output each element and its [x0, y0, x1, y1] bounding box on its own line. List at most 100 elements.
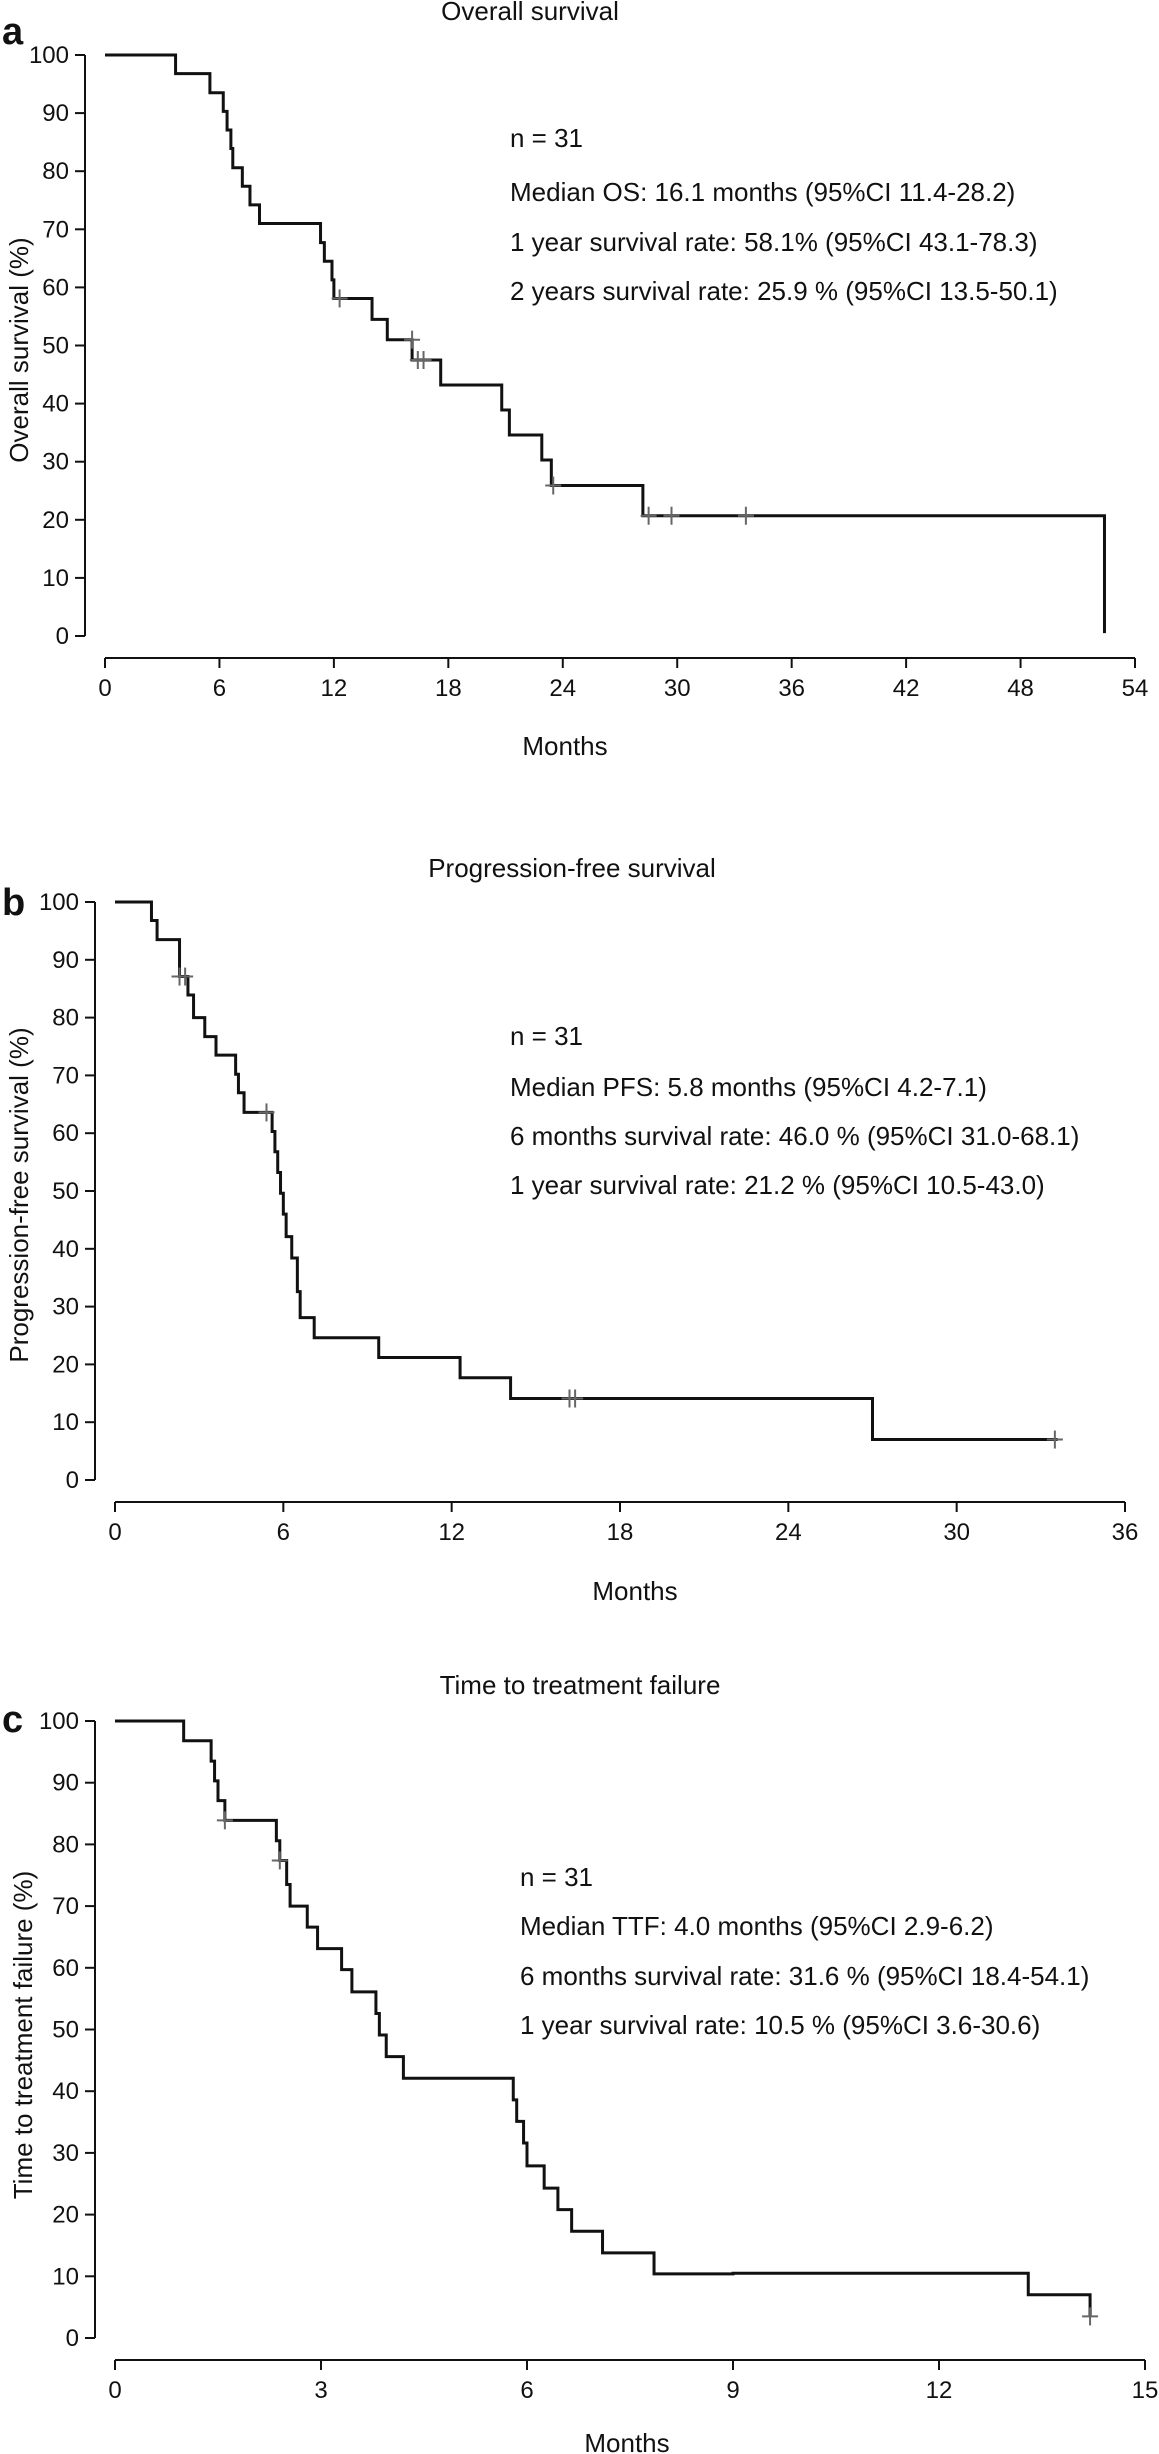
panel-b-y-tick-label: 10 [52, 1409, 79, 1436]
panel-a-censor-mark [404, 330, 421, 349]
panel-b-x-tick-label: 0 [108, 1519, 121, 1546]
panel-c-y-tick-label: 0 [66, 2325, 79, 2352]
panel-c-x-tick-label: 15 [1132, 2377, 1159, 2404]
panel-a-x-tick-label: 24 [549, 675, 576, 702]
panel-b-annotation-n: n = 31 [510, 1021, 583, 1051]
panel-b-y-tick-label: 20 [52, 1351, 79, 1378]
panel-b-censor-mark [258, 1103, 275, 1122]
panel-a-y-tick-label: 40 [42, 391, 69, 418]
panel-b-y-tick-label: 30 [52, 1294, 79, 1321]
panel-c-annotation-n: n = 31 [520, 1862, 593, 1892]
panel-b-progression-free-survival: b Progression-free survival Months Progr… [2, 853, 1138, 1606]
panel-c-title: Time to treatment failure [440, 1670, 721, 1700]
panel-a-survival-curve [105, 53, 1106, 634]
panel-b-y-tick-label: 70 [52, 1062, 79, 1089]
panel-b-survival-curve [115, 900, 1058, 1442]
panel-b-x-tick-label: 30 [943, 1519, 970, 1546]
panel-c-y-tick-label: 70 [52, 1893, 79, 1920]
panel-a-y-tick-label: 50 [42, 333, 69, 360]
panel-c-y-tick-label: 60 [52, 1955, 79, 1982]
panel-a-censor-mark [640, 506, 657, 525]
panel-b-x-tick-label: 24 [775, 1519, 802, 1546]
panel-a-y-tick-label: 80 [42, 158, 69, 185]
panel-a-censor-mark [737, 506, 754, 525]
panel-a-x-tick-label: 6 [213, 675, 226, 702]
panel-a-y-tick-label: 90 [42, 100, 69, 127]
panel-c-x-axis-label: Months [584, 2428, 669, 2454]
panel-c-x-tick-label: 9 [726, 2377, 739, 2404]
panel-b-y-tick-label: 60 [52, 1120, 79, 1147]
panel-c-y-tick-label: 100 [39, 1708, 79, 1735]
panel-a-y-tick-label: 20 [42, 507, 69, 534]
panel-c-censor-mark [271, 1851, 288, 1870]
panel-a-y-tick-label: 0 [56, 623, 69, 650]
panel-b-y-tick-label: 50 [52, 1178, 79, 1205]
panel-b-censor-mark [177, 967, 194, 986]
panel-b-censor-mark [567, 1389, 584, 1408]
panel-c-censor-mark [1082, 2307, 1099, 2326]
panel-a-censor-mark [663, 506, 680, 525]
panel-c-annotation-rate-2: 1 year survival rate: 10.5 % (95%CI 3.6-… [520, 2010, 1040, 2040]
panel-a-x-tick-label: 42 [893, 675, 920, 702]
panel-a-overall-survival: a Overall survival Months Overall surviv… [2, 0, 1148, 761]
panel-a-annotation-rate-2: 2 years survival rate: 25.9 % (95%CI 13.… [510, 276, 1058, 306]
panel-a-censor-mark [545, 476, 562, 495]
panel-a-x-axis-label: Months [522, 731, 607, 761]
panel-b-y-tick-label: 100 [39, 889, 79, 916]
panel-c-x-tick-label: 3 [314, 2377, 327, 2404]
panel-a-y-tick-label: 10 [42, 565, 69, 592]
panel-a-x-tick-label: 54 [1122, 675, 1149, 702]
panel-a-y-axis-label: Overall survival (%) [4, 237, 34, 462]
panel-c-annotation-rate-1: 6 months survival rate: 31.6 % (95%CI 18… [520, 1961, 1089, 1991]
panel-b-x-tick-label: 12 [438, 1519, 465, 1546]
panel-a-censor-mark [415, 351, 432, 370]
panel-a-y-tick-label: 60 [42, 274, 69, 301]
panel-c-y-tick-label: 30 [52, 2140, 79, 2167]
panel-a-x-tick-label: 30 [664, 675, 691, 702]
panel-c-letter: c [2, 1699, 23, 1741]
panel-b-title: Progression-free survival [428, 853, 716, 883]
panel-c-x-tick-label: 12 [926, 2377, 953, 2404]
panel-b-y-tick-label: 0 [66, 1467, 79, 1494]
panel-a-x-tick-label: 36 [778, 675, 805, 702]
panel-b-censor-mark [1046, 1430, 1063, 1449]
panel-c-y-tick-label: 90 [52, 1770, 79, 1797]
panel-a-y-tick-label: 70 [42, 216, 69, 243]
panel-a-letter: a [2, 11, 24, 53]
panel-b-annotation-rate-2: 1 year survival rate: 21.2 % (95%CI 10.5… [510, 1170, 1045, 1200]
panel-c-annotation-median: Median TTF: 4.0 months (95%CI 2.9-6.2) [520, 1911, 994, 1941]
panel-a-x-tick-label: 0 [98, 675, 111, 702]
panel-b-y-tick-label: 90 [52, 947, 79, 974]
panel-c-y-tick-label: 10 [52, 2263, 79, 2290]
panel-a-x-tick-label: 12 [321, 675, 348, 702]
panel-b-annotation-median: Median PFS: 5.8 months (95%CI 4.2-7.1) [510, 1072, 987, 1102]
panel-b-x-tick-label: 18 [607, 1519, 634, 1546]
panel-c-y-tick-label: 20 [52, 2202, 79, 2229]
panel-c-time-to-treatment-failure: c Time to treatment failure Months Time … [2, 1670, 1158, 2454]
panel-a-title: Overall survival [441, 0, 619, 26]
panel-c-x-tick-label: 0 [108, 2377, 121, 2404]
panel-b-annotation-rate-1: 6 months survival rate: 46.0 % (95%CI 31… [510, 1121, 1079, 1151]
panel-a-y-tick-label: 30 [42, 449, 69, 476]
panel-b-x-axis-label: Months [592, 1576, 677, 1606]
panel-a-annotation-n: n = 31 [510, 123, 583, 153]
panel-c-censor-mark [216, 1811, 233, 1830]
panel-b-y-axis-label: Progression-free survival (%) [4, 1027, 34, 1362]
panel-c-y-tick-label: 80 [52, 1831, 79, 1858]
panel-a-annotation-median: Median OS: 16.1 months (95%CI 11.4-28.2) [510, 177, 1015, 207]
panel-a-x-tick-label: 48 [1007, 675, 1034, 702]
panel-c-x-tick-label: 6 [520, 2377, 533, 2404]
panel-a-y-tick-label: 100 [29, 42, 69, 69]
panel-c-y-tick-label: 40 [52, 2078, 79, 2105]
panel-b-y-tick-label: 40 [52, 1236, 79, 1263]
panel-b-letter: b [2, 882, 25, 924]
panel-c-y-tick-label: 50 [52, 2017, 79, 2044]
panel-b-x-tick-label: 36 [1112, 1519, 1139, 1546]
panel-a-annotation-rate-1: 1 year survival rate: 58.1% (95%CI 43.1-… [510, 227, 1037, 257]
panel-b-y-tick-label: 80 [52, 1005, 79, 1032]
panel-c-y-axis-label: Time to treatment failure (%) [8, 1871, 38, 2199]
panel-b-x-tick-label: 6 [277, 1519, 290, 1546]
panel-a-censor-mark [331, 289, 348, 308]
panel-a-x-tick-label: 18 [435, 675, 462, 702]
